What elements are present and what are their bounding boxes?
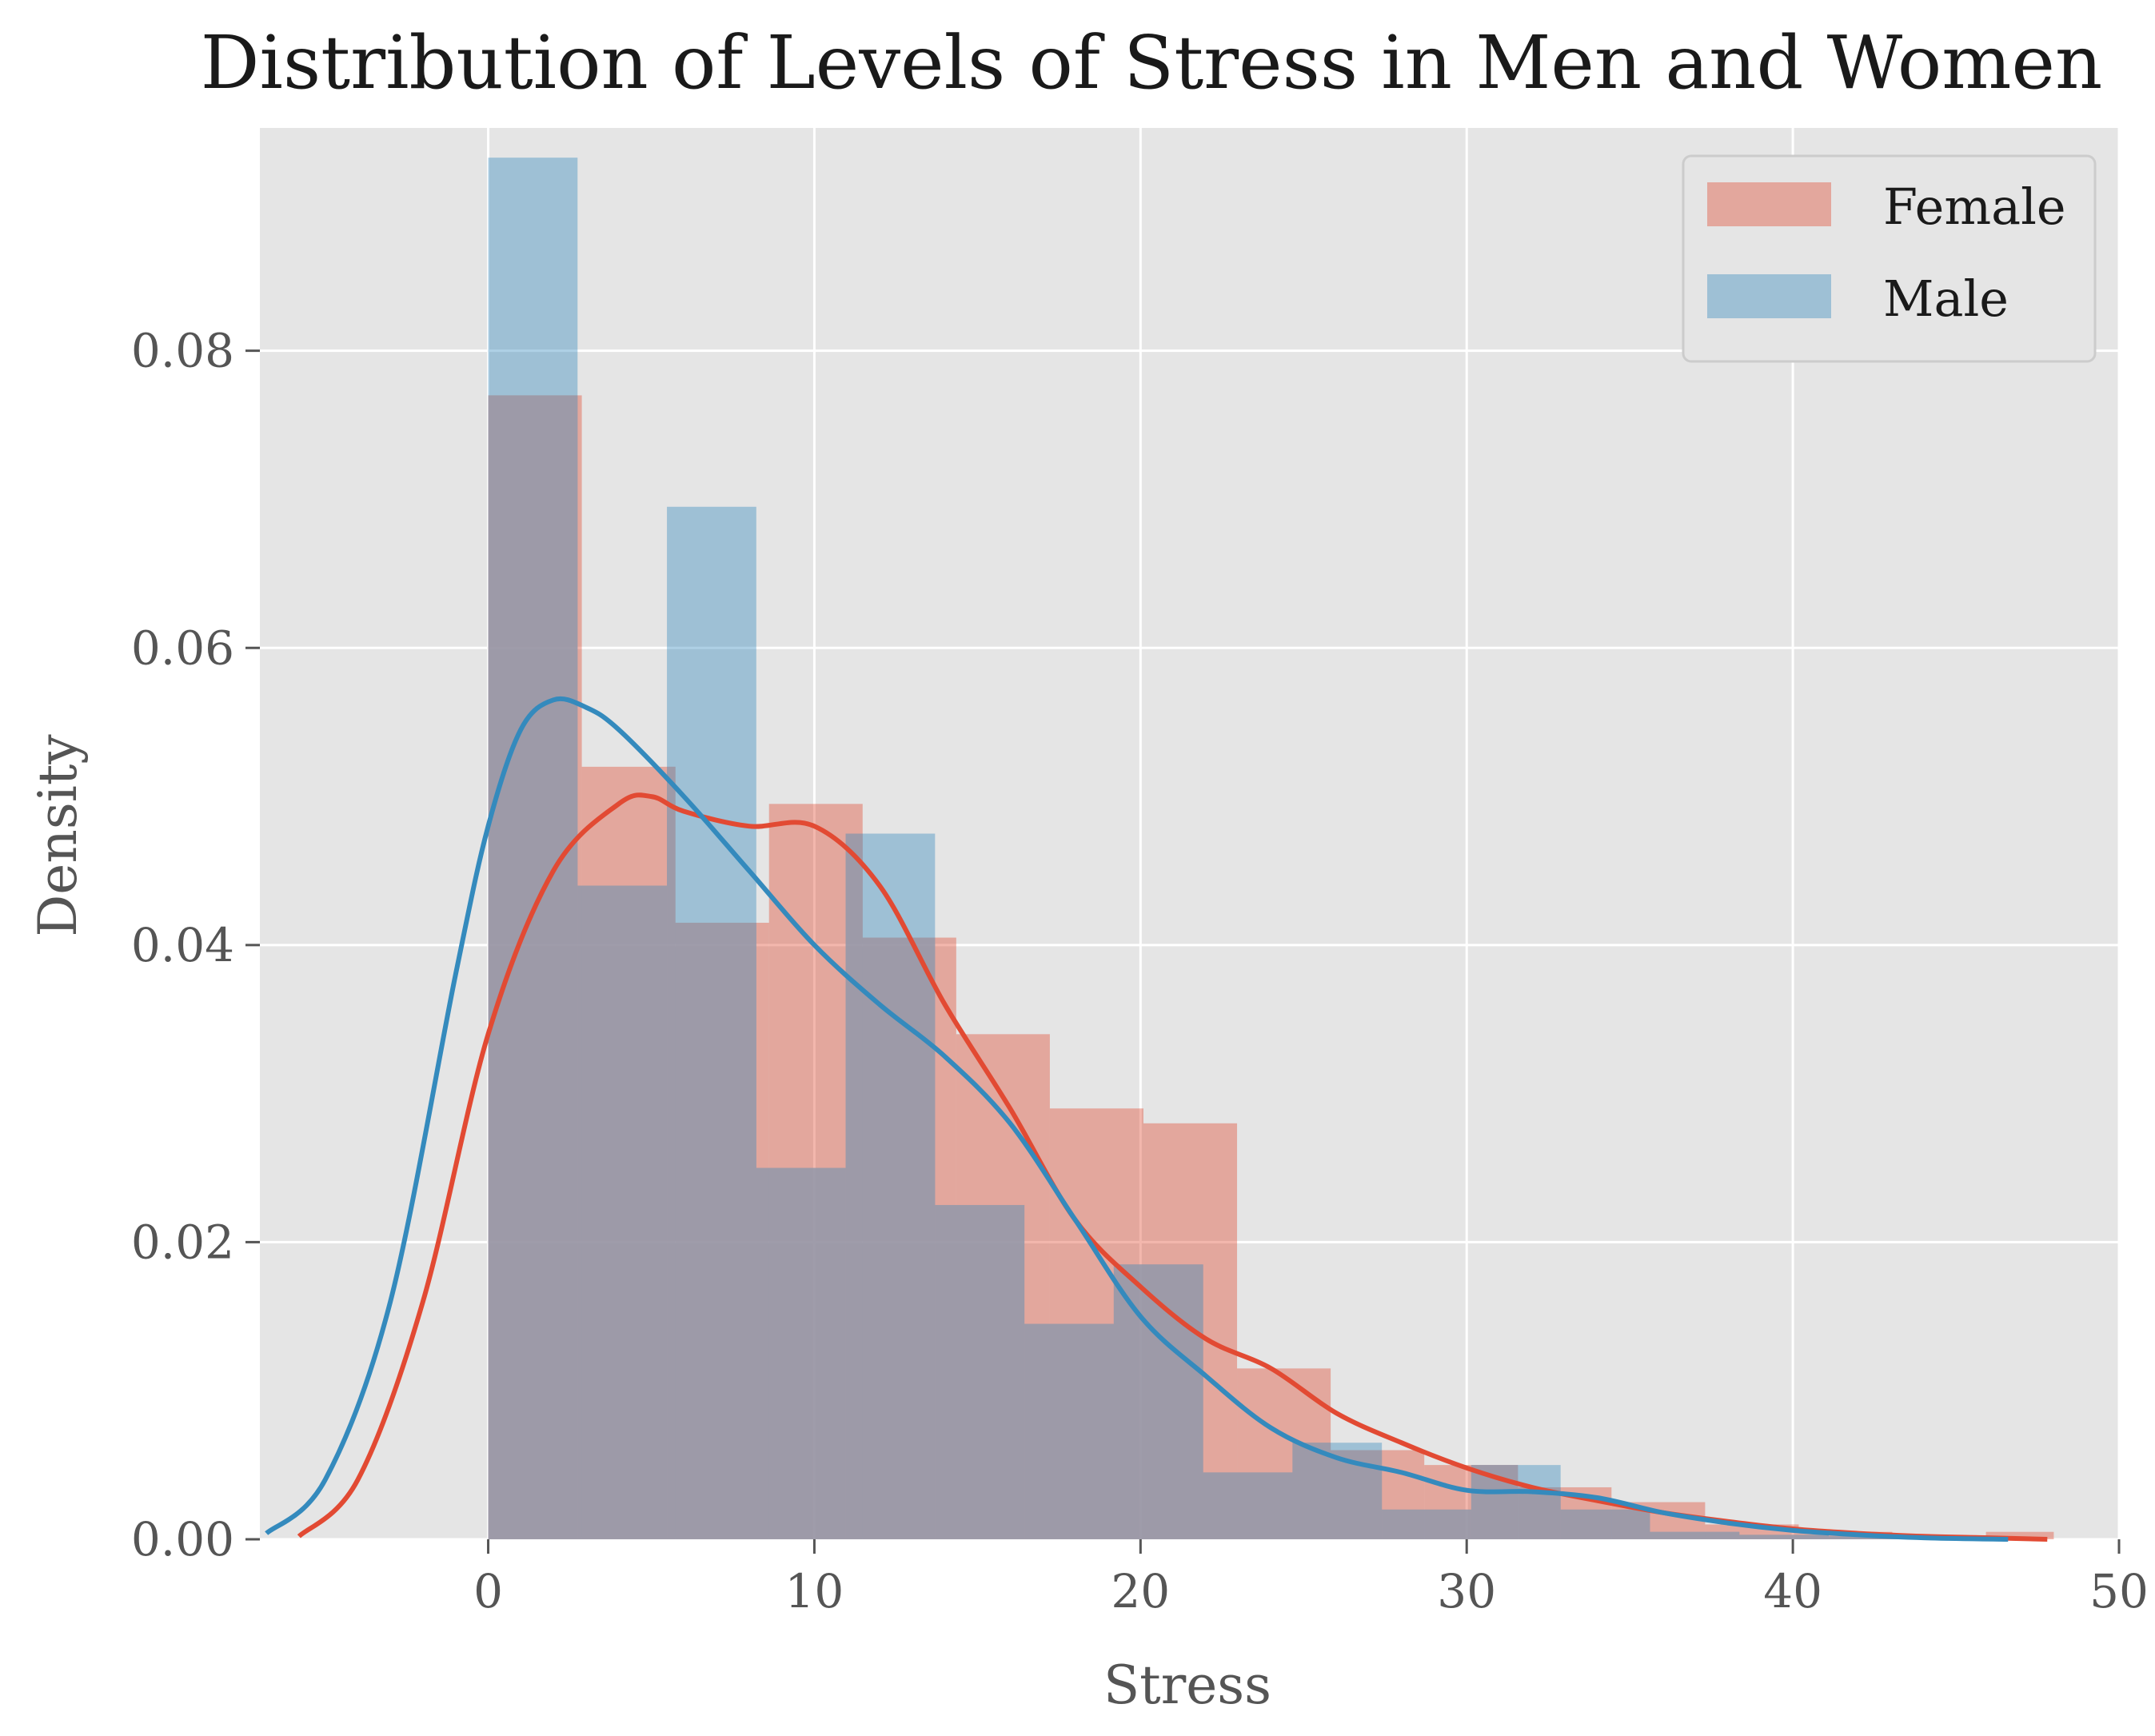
x-axis-label: Stress <box>1103 1654 1271 1716</box>
overlap-bar-28 <box>1798 1534 1829 1539</box>
overlap-bar-20 <box>1424 1509 1471 1539</box>
overlap-bar-24 <box>1611 1509 1650 1539</box>
overlap-bar-16 <box>1237 1472 1293 1539</box>
overlap-bar-12 <box>1049 1323 1114 1539</box>
overlap-bar-0 <box>488 395 578 1540</box>
overlap-bar-8 <box>862 937 936 1539</box>
overlap-bar-1 <box>577 885 582 1539</box>
legend: Female Male <box>1682 154 2097 363</box>
overlap-bar-22 <box>1518 1487 1561 1539</box>
overlap-bar-11 <box>1024 1323 1050 1539</box>
y-tick-label-0.02: 0.02 <box>131 1215 234 1269</box>
x-axis-ticks: 0 10 20 30 40 50 <box>473 1539 2149 1618</box>
legend-female-swatch <box>1707 182 1831 226</box>
overlap-bar-29 <box>1828 1536 1893 1539</box>
overlap-bar-4 <box>675 922 756 1539</box>
x-tick-label-30: 30 <box>1437 1564 1496 1618</box>
x-tick-label-50: 50 <box>2089 1564 2149 1618</box>
legend-female-label: Female <box>1883 178 2066 236</box>
overlap-bar-15 <box>1203 1472 1238 1539</box>
male-kde-line <box>265 696 2009 1542</box>
legend-box <box>1682 154 2097 363</box>
x-tick-label-40: 40 <box>1763 1564 1822 1618</box>
overlap-bar-17 <box>1292 1443 1331 1539</box>
overlap-bar-5 <box>756 1167 769 1539</box>
overlap-bar-27 <box>1739 1534 1799 1539</box>
overlap-bar-13 <box>1113 1264 1143 1539</box>
overlap-bar-9 <box>935 1204 956 1539</box>
y-axis-label: Density <box>27 734 89 937</box>
x-tick-label-10: 10 <box>785 1564 844 1618</box>
female-bar-16 <box>1985 1531 2054 1539</box>
legend-male-swatch <box>1707 274 1831 318</box>
overlap-bar-23 <box>1560 1509 1612 1539</box>
overlap-bar-7 <box>845 833 863 1539</box>
overlap-bar-2 <box>581 885 668 1539</box>
y-tick-label-0.08: 0.08 <box>131 324 234 378</box>
overlap-histogram <box>488 395 2008 1540</box>
overlap-bar-10 <box>956 1204 1025 1539</box>
y-tick-label-0.06: 0.06 <box>131 621 234 675</box>
x-tick-label-20: 20 <box>1111 1564 1170 1618</box>
y-tick-label-0.04: 0.04 <box>131 918 234 972</box>
overlap-bar-6 <box>768 1167 846 1539</box>
overlap-bar-3 <box>667 766 676 1539</box>
y-tick-label-0.00: 0.00 <box>131 1512 234 1566</box>
chart-title: Distribution of Levels of Stress in Men … <box>201 20 2102 106</box>
legend-male-label: Male <box>1883 269 2009 328</box>
overlap-bar-14 <box>1143 1264 1203 1539</box>
overlap-bar-19 <box>1382 1509 1425 1539</box>
overlap-bar-26 <box>1705 1531 1740 1539</box>
overlap-bar-25 <box>1650 1531 1706 1539</box>
x-tick-label-0: 0 <box>473 1564 503 1618</box>
y-axis-ticks: 0.00 0.02 0.04 0.06 0.08 <box>131 324 260 1566</box>
